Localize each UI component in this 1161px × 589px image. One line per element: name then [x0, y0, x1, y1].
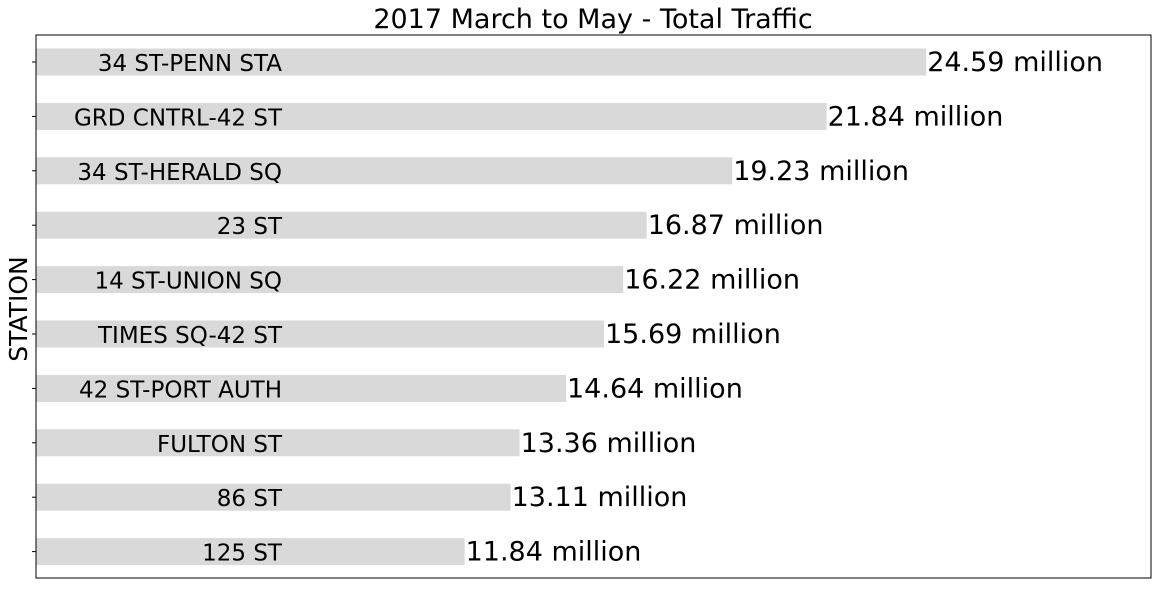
plot-frame — [35, 34, 1152, 579]
station-label: GRD CNTRL-42 ST — [74, 105, 283, 131]
station-label: 42 ST-PORT AUTH — [79, 377, 282, 403]
bar — [36, 320, 604, 348]
value-label: 16.22 million — [624, 265, 800, 296]
value-label: 14.64 million — [567, 373, 743, 404]
bar — [36, 483, 511, 511]
station-label: 14 ST-UNION SQ — [94, 269, 282, 295]
station-labels: 34 ST-PENN STA GRD CNTRL-42 ST 34 ST-HERAL… — [74, 51, 283, 567]
station-label: TIMES SQ-42 ST — [97, 323, 283, 349]
bar — [36, 266, 624, 294]
value-label: 24.59 million — [927, 47, 1103, 78]
value-label: 19.23 million — [733, 156, 909, 187]
station-label: 34 ST-HERALD SQ — [77, 160, 282, 186]
bar — [36, 538, 465, 566]
chart-title: 2017 March to May - Total Traffic — [373, 4, 812, 35]
value-label: 13.11 million — [512, 482, 688, 513]
bar — [36, 429, 520, 457]
station-label: 125 ST — [202, 541, 283, 567]
station-label: 23 ST — [217, 214, 283, 240]
y-ticks — [32, 61, 36, 553]
station-label: 86 ST — [217, 486, 283, 512]
value-label: 15.69 million — [605, 319, 781, 350]
y-axis-label: STATION — [4, 256, 33, 361]
station-label: 34 ST-PENN STA — [98, 51, 282, 77]
value-label: 11.84 million — [466, 537, 642, 568]
bar — [36, 374, 566, 402]
value-labels: 24.59 million 21.84 million 19.23 million 1… — [466, 47, 1103, 568]
value-label: 21.84 million — [828, 101, 1004, 132]
bar — [36, 157, 733, 185]
bar — [36, 102, 827, 130]
bars-group — [36, 48, 927, 566]
bar — [36, 48, 927, 76]
value-label: 13.36 million — [521, 428, 697, 459]
station-label: FULTON ST — [157, 432, 283, 458]
bar — [36, 211, 647, 239]
value-label: 16.87 million — [648, 210, 824, 241]
